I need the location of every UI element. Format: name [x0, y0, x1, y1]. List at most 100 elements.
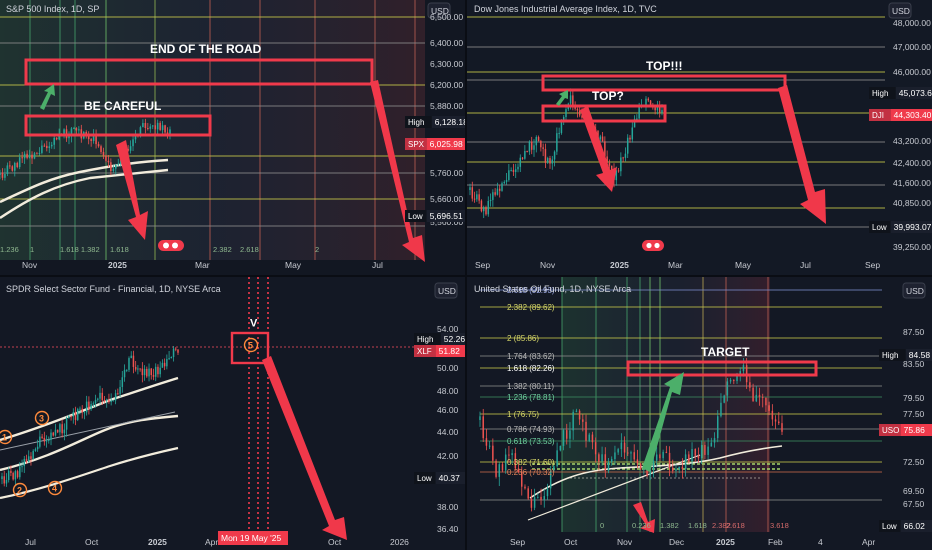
candle-body	[700, 445, 703, 459]
candle-body	[498, 464, 501, 477]
candle-body	[130, 355, 132, 359]
candle-body	[544, 148, 547, 163]
candle-body	[629, 137, 631, 140]
candle-body	[540, 141, 542, 148]
candle-body	[656, 106, 659, 111]
candle-body	[540, 496, 542, 500]
candle-body	[141, 368, 144, 376]
spx-panel[interactable]: END OF THE ROAD BE CAREFUL S&P 500 Index…	[0, 0, 490, 275]
candle-body	[638, 107, 640, 119]
spx-red-arrow-1	[116, 140, 148, 240]
candle-body	[688, 454, 690, 462]
uso-x-tick: 2025	[716, 537, 735, 547]
candle-body	[726, 381, 729, 396]
candle-body	[166, 359, 168, 367]
uso-x-tick: Dec	[669, 537, 685, 547]
candle-body	[661, 110, 663, 113]
candle-body	[50, 144, 53, 147]
xlf-badge-value: 51.82	[439, 346, 461, 356]
candle-body	[581, 115, 583, 118]
uso-panel[interactable]: TARGET 2.618 (92.93) 2.382 (89.62) 2 (85.8…	[467, 277, 932, 550]
uso-fib-time-label: 0.236	[632, 521, 651, 530]
xlf-currency-badge[interactable]: USD	[434, 282, 458, 299]
candle-body	[736, 375, 738, 382]
candle-body	[134, 134, 137, 140]
candle-body	[172, 348, 175, 358]
xlf-x-tick: Oct	[85, 537, 99, 547]
dji-y-tick: 41,600.00	[893, 178, 931, 188]
xlf-y-axis[interactable]: 54.00 50.00 48.00 46.00 44.00 42.00 38.00 36.40	[437, 324, 459, 534]
spx-currency-badge[interactable]: USD	[427, 2, 451, 19]
candle-body	[156, 122, 159, 130]
xlf-panel[interactable]: 1 2 3 4 5 V SPDR Select Sector Fund - Financi…	[0, 277, 487, 550]
uso-badge-label-bg	[879, 349, 906, 361]
candle-body	[26, 153, 28, 158]
uso-badge-label-bg	[879, 520, 901, 532]
candle-body	[623, 442, 626, 453]
candle-body	[662, 451, 664, 459]
candle-body	[543, 496, 546, 500]
candle-body	[43, 145, 46, 147]
spx-y-tick: 5,880.00	[430, 101, 463, 111]
candle-body	[655, 454, 658, 461]
candle-body	[533, 145, 535, 150]
dji-x-tick: Sep	[865, 260, 880, 270]
candle-body	[598, 454, 600, 462]
candle-body	[649, 100, 652, 106]
candle-body	[21, 466, 23, 468]
xlf-wave-label: 3	[39, 414, 44, 424]
xlf-elliott-wave-labels: 1 2 3 4 5 V	[0, 318, 259, 498]
candle-body	[610, 165, 613, 170]
spx-x-axis[interactable]: Nov 2025 Mar May Jul	[22, 260, 383, 270]
uso-fib-level-label: 2.382 (89.62)	[507, 303, 555, 312]
dji-badge-value: 39,993.07	[894, 222, 932, 232]
candle-body	[95, 133, 97, 145]
dji-x-tick: May	[735, 260, 752, 270]
uso-x-axis[interactable]: Sep Oct Nov Dec 2025 Feb 4 Apr	[510, 537, 875, 547]
uso-currency-badge[interactable]: USD	[902, 282, 926, 299]
candle-body	[546, 158, 549, 163]
spx-x-tick: Nov	[22, 260, 38, 270]
candle-body	[512, 170, 515, 172]
uso-moving-average	[529, 445, 783, 499]
uso-fib-level-label: 1 (76.75)	[507, 410, 539, 419]
dji-y-axis[interactable]: 48,000.00 47,000.00 46,000.00 43,200.00 42,4…	[893, 18, 931, 252]
uso-y-axis[interactable]: 87.50 83.50 79.50 77.50 72.50 69.50 67.50	[903, 327, 925, 509]
candle-body	[33, 153, 36, 159]
dji-replay-icon[interactable]	[642, 240, 664, 251]
candle-body	[99, 392, 101, 399]
candle-body	[684, 454, 687, 470]
xlf-wave-label: 2	[17, 486, 22, 496]
candle-body	[25, 458, 28, 462]
candle-body	[527, 488, 529, 499]
candle-body	[112, 400, 115, 402]
dji-panel[interactable]: TOP!!! TOP? Dow Jones Industrial Average…	[467, 0, 932, 275]
candle-body	[4, 173, 6, 178]
uso-fib-level-label: 0.236 (70.32)	[507, 468, 555, 477]
candle-body	[92, 133, 95, 141]
candle-body	[524, 486, 526, 489]
candle-body	[39, 436, 41, 447]
candle-body	[485, 207, 487, 215]
uso-fib-level-label: 1.382 (80.11)	[507, 382, 554, 391]
uso-badge-value: 75.86	[904, 425, 926, 435]
candle-body	[159, 367, 161, 375]
candle-body	[87, 134, 90, 140]
spx-replay-icon[interactable]	[158, 240, 184, 251]
candle-body	[70, 128, 73, 137]
candle-body	[614, 452, 616, 460]
dji-currency-badge[interactable]: USD	[888, 2, 912, 19]
candle-body	[591, 434, 594, 443]
candle-body	[81, 408, 83, 413]
candle-body	[52, 432, 54, 436]
candle-body	[599, 136, 602, 140]
candle-body	[46, 145, 48, 149]
candle-body	[710, 442, 713, 447]
dji-y-tick: 42,400.00	[893, 158, 931, 168]
spx-x-tick: Jul	[372, 260, 383, 270]
candle-body	[675, 469, 677, 471]
candle-body	[668, 452, 671, 468]
candle-body	[108, 399, 110, 402]
dji-x-axis[interactable]: Sep Nov 2025 Mar May Jul Sep	[475, 260, 880, 270]
candle-body	[505, 179, 508, 182]
